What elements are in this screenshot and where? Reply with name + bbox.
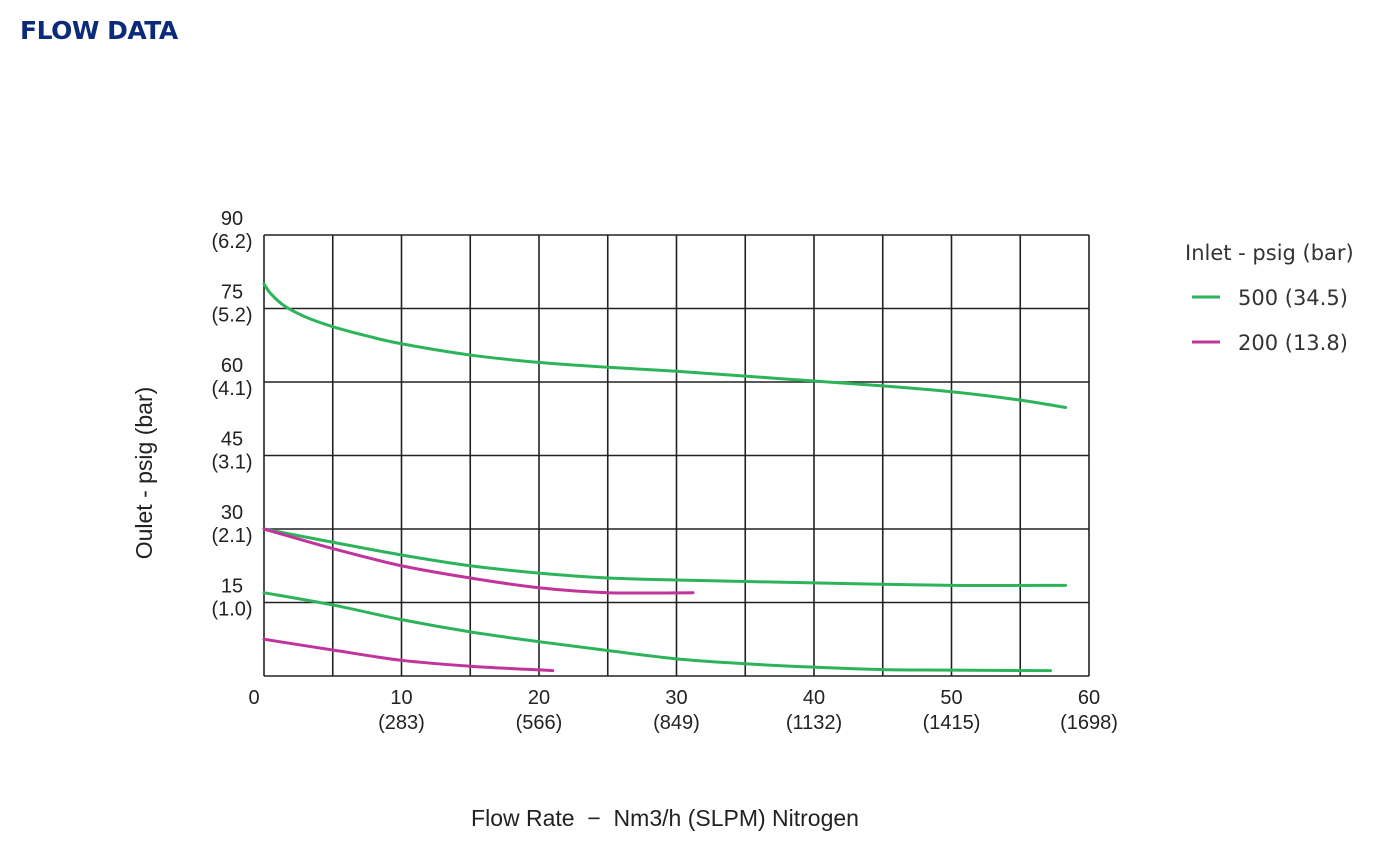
- x-tick-label: 10: [390, 687, 412, 709]
- x-tick-label: 0: [248, 687, 259, 709]
- x-tick-label: 30: [665, 687, 687, 709]
- series-1-curve-2: [262, 527, 1068, 588]
- legend-entry: 200 (13.8): [1238, 331, 1348, 355]
- legend-title: Inlet - psig (bar): [1185, 241, 1354, 265]
- y-tick-sublabel: (1.0): [211, 599, 252, 621]
- y-tick-label: 90: [221, 208, 243, 230]
- y-tick-sublabel: (4.1): [211, 378, 252, 400]
- y-tick-label: 30: [221, 502, 243, 524]
- y-tick-label: 60: [221, 355, 243, 377]
- y-tick-label: 45: [221, 429, 243, 451]
- chart-curves: [262, 282, 1068, 673]
- series-2-curve-2: [262, 637, 555, 673]
- x-tick-label: 60: [1078, 687, 1100, 709]
- series-1-curve-1: [262, 282, 1068, 409]
- y-axis-label: Oulet - psig (bar): [131, 387, 157, 560]
- y-tick-label: 15: [221, 576, 243, 598]
- series-1-curve-3: [262, 591, 1052, 673]
- x-tick-sublabel: (1698): [1060, 712, 1118, 734]
- x-tick-sublabel: (566): [516, 712, 563, 734]
- x-tick-sublabel: (283): [378, 712, 425, 734]
- x-tick-label: 20: [528, 687, 550, 709]
- y-axis-ticks: 15(1.0) 30(2.1) 45(3.1) 60(4.1) 75(5.2) 90(6.…: [211, 208, 252, 621]
- x-tick-label: 40: [803, 687, 825, 709]
- y-tick-sublabel: (2.1): [211, 525, 252, 547]
- x-axis-label: Flow Rate − Nm3/h (SLPM) Nitrogen: [471, 805, 859, 831]
- x-tick-sublabel: (1132): [786, 712, 842, 734]
- series-2-curve-1: [262, 527, 695, 595]
- x-tick-sublabel: (1415): [923, 712, 981, 734]
- x-tick-sublabel: (849): [653, 712, 700, 734]
- y-tick-sublabel: (5.2): [211, 305, 252, 327]
- chart-legend: Inlet - psig (bar) 500 (34.5) 200 (13.8): [1185, 241, 1354, 355]
- legend-entry: 500 (34.5): [1238, 286, 1348, 310]
- x-axis-ticks: 0 10 (283) 20 (566) 30 (849) 40 (1132) 50 (1415) 60…: [248, 687, 1117, 734]
- page-title: FLOW DATA: [20, 16, 178, 45]
- chart-grid: [263, 234, 1090, 677]
- y-tick-sublabel: (6.2): [211, 231, 252, 253]
- y-tick-label: 75: [221, 282, 243, 304]
- x-tick-label: 50: [940, 687, 962, 709]
- y-tick-sublabel: (3.1): [211, 452, 252, 474]
